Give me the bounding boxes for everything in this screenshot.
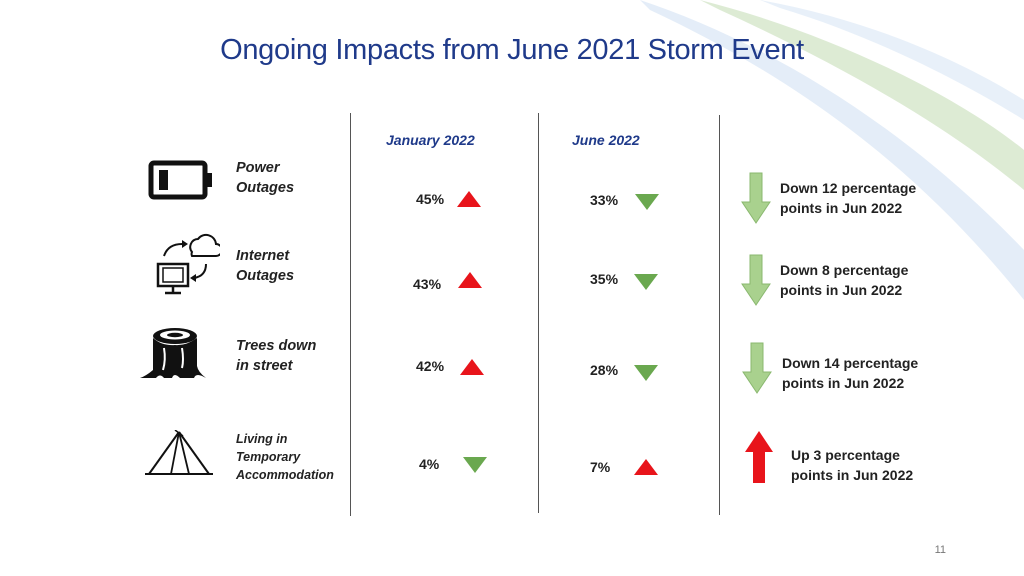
divider-1 — [350, 113, 351, 516]
row-label-power: Power Outages — [236, 160, 295, 196]
column-header-january: January 2022 — [386, 132, 475, 148]
down-triangle-icon — [633, 364, 659, 382]
up-arrow-icon — [744, 430, 774, 484]
up-triangle-icon — [456, 190, 482, 208]
column-header-june: June 2022 — [572, 132, 640, 148]
change-note-trees: Down 14 percentage points in Jun 2022 — [782, 355, 919, 391]
change-note-accommodation: Up 3 percentage points in Jun 2022 — [791, 447, 914, 483]
page-number: 11 — [934, 544, 946, 556]
value-jun-internet: 35% — [590, 271, 619, 287]
down-arrow-icon — [741, 172, 771, 224]
tree-stump-icon — [138, 326, 208, 384]
value-jan-power: 45% — [416, 191, 445, 207]
value-jun-trees: 28% — [590, 362, 619, 378]
value-jan-trees: 42% — [416, 358, 445, 374]
down-arrow-icon — [741, 254, 771, 306]
down-triangle-icon — [634, 193, 660, 211]
row-label-accommodation: Living in Temporary Accommodation — [236, 432, 334, 482]
page-title: Ongoing Impacts from June 2021 Storm Eve… — [220, 34, 804, 66]
battery-icon — [148, 160, 214, 200]
down-triangle-icon — [633, 273, 659, 291]
down-triangle-icon — [462, 456, 488, 474]
tent-icon — [143, 430, 215, 476]
up-triangle-icon — [633, 458, 659, 476]
row-label-internet: Internet Outages — [236, 248, 295, 284]
value-jan-accommodation: 4% — [419, 456, 440, 472]
change-note-internet: Down 8 percentage points in Jun 2022 — [780, 262, 909, 298]
divider-2 — [538, 113, 539, 513]
up-triangle-icon — [457, 271, 483, 289]
up-triangle-icon — [459, 358, 485, 376]
cloud-computer-icon — [154, 232, 220, 296]
divider-3 — [719, 115, 720, 515]
value-jan-internet: 43% — [413, 276, 442, 292]
change-note-power: Down 12 percentage points in Jun 2022 — [780, 180, 917, 216]
value-jun-accommodation: 7% — [590, 459, 611, 475]
value-jun-power: 33% — [590, 192, 619, 208]
row-label-trees: Trees down in street — [236, 338, 317, 374]
down-arrow-icon — [742, 342, 772, 394]
